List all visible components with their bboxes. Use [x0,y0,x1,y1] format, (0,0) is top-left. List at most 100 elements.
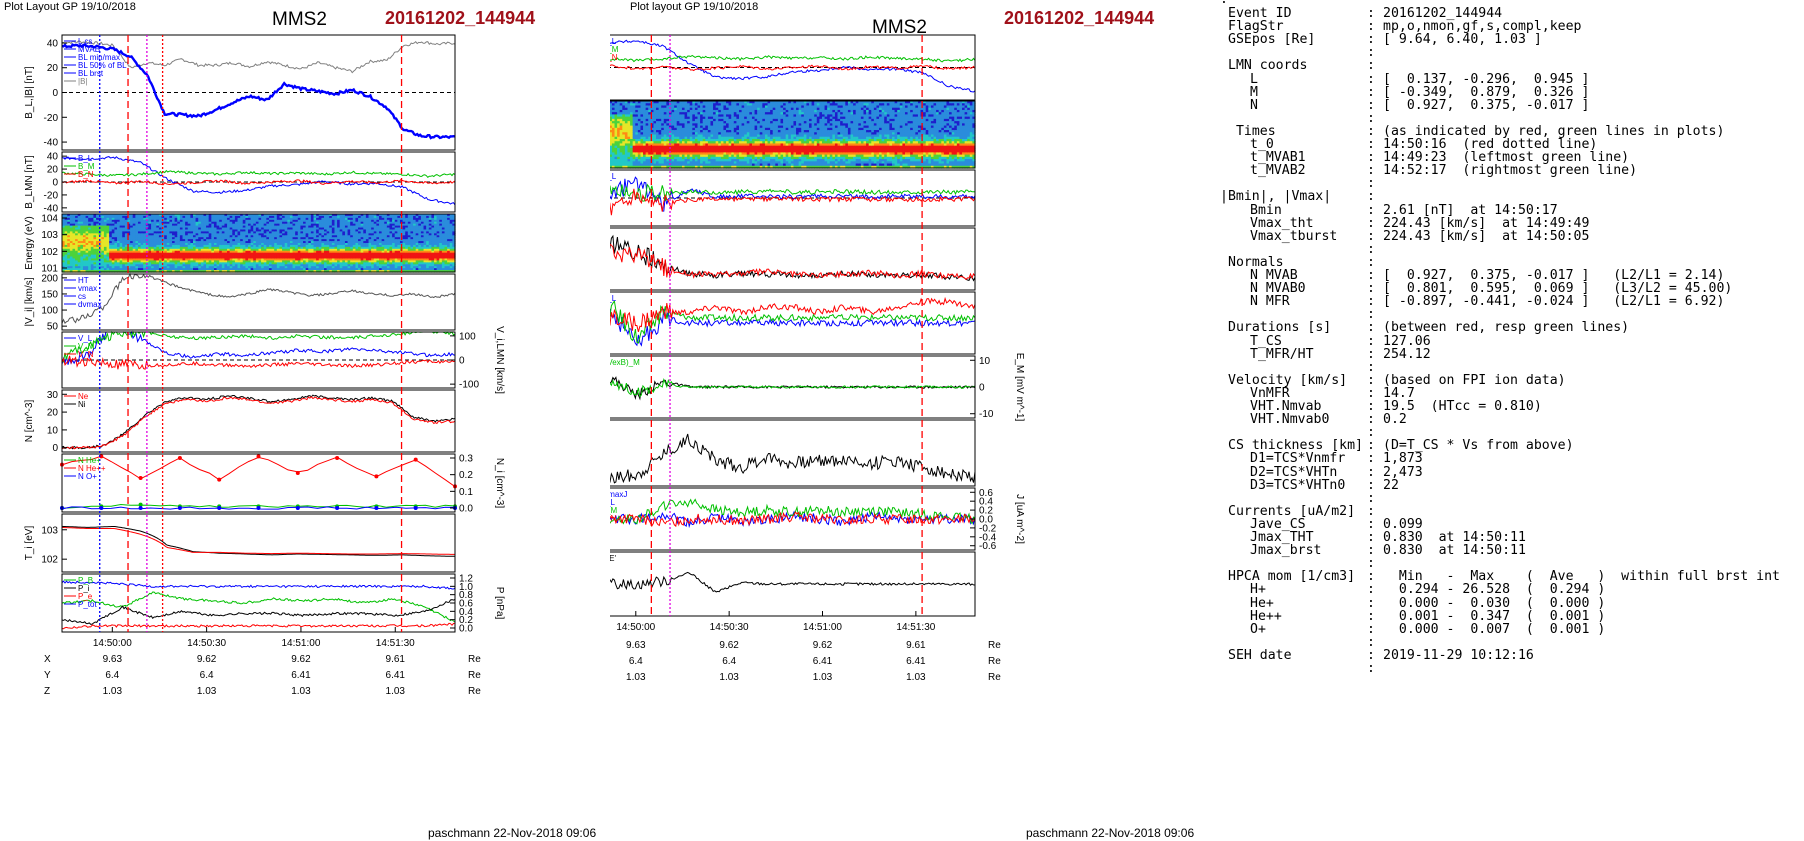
event-title-right: 20161202_144944 [1004,8,1155,28]
spectrogram-cell [69,221,74,225]
spectrogram-cell [255,260,260,263]
spectrogram-cell [384,246,388,250]
spectrogram-cell [98,256,102,260]
spectrogram-cell [119,252,123,256]
spectrogram-cell [109,231,113,234]
spectrogram-cell [413,221,417,225]
spectrogram-cell [402,260,406,263]
spectrogram-cell [420,229,425,232]
spectrogram-cell [145,264,150,267]
spectrogram-cell [90,246,95,250]
spectrogram-cell [111,235,115,238]
spectrogram-cell [67,227,71,231]
spectrogram-cell [119,217,123,221]
spectrogram-cell [324,246,328,250]
spectrogram-cell [234,231,239,234]
spectrogram-cell [219,239,223,242]
spectrogram-cell [232,254,236,258]
spectrogram-cell [177,264,181,267]
spectrogram-cell [208,243,212,246]
spectrogram-cell [109,248,113,252]
spectrogram-cell [216,252,220,256]
spectrogram-cell [114,221,118,225]
spectrogram-cell [62,243,66,246]
spectrogram-cell [410,270,414,273]
spectrogram-cell [122,227,126,231]
spectrogram-cell [271,258,275,261]
spectrogram-cell [255,217,260,221]
spectrogram-cell [418,227,422,231]
spectrogram-cell [208,241,212,244]
spectrogram-cell [331,258,336,261]
spectrogram-cell [289,258,294,261]
spectrogram-cell [190,268,194,271]
spectrogram-cell [240,268,244,271]
spectrogram-cell [240,260,244,263]
spectrogram-cell [62,237,66,240]
data-point [295,506,300,510]
spectrogram-cell [101,225,105,229]
spectrogram-cell [358,270,362,273]
spectrogram-cell [394,243,398,246]
spectrogram-cell [428,235,433,238]
spectrogram-cell [85,254,89,258]
spectrogram-cell [300,254,304,258]
spectrogram-cell [85,270,89,273]
spectrogram-cell [274,250,278,254]
spectrogram-cell [266,264,270,267]
spectrogram-cell [82,250,87,254]
spectrogram-cell [373,233,377,236]
spectrogram-cell [258,237,262,240]
spectrogram-cell [224,241,228,244]
spectrogram-cell [334,264,338,267]
spectrogram-cell [297,270,302,273]
spectrogram-cell [316,244,320,248]
spectrogram-cell [418,264,422,267]
spectrogram-cell [161,219,165,223]
spectrogram-cell [237,235,241,238]
spectrogram-cell [156,215,160,219]
spectrogram-cell [106,219,110,223]
spectrogram-cell [103,215,108,219]
spectrogram-cell [174,223,178,227]
spectrogram-cell [137,246,142,250]
spectrogram-cell [77,270,81,273]
spectrogram-cell [261,270,265,273]
spectrogram-cell [187,227,191,231]
spectrogram-cell [376,225,380,229]
spectrogram-cell [164,264,168,267]
spectrogram-cell [240,241,244,244]
spectrogram-cell [135,219,139,223]
spectrogram-cell [250,229,254,232]
panel-frame [610,34,976,101]
spectrogram-cell [130,246,134,250]
spectrogram-cell [402,229,406,232]
spectrogram-cell [208,229,212,232]
spectrogram-cell [339,221,343,225]
spectrogram-cell [310,268,315,271]
spectrogram-cell [308,248,312,252]
spectrogram-cell [158,217,163,221]
spectrogram-cell [75,227,79,231]
spectrogram-cell [253,258,257,261]
spectrogram-cell [255,246,260,250]
spectrogram-cell [266,233,270,236]
spectrogram-cell [313,219,317,223]
spectrogram-cell [75,262,79,265]
spectrogram-cell [216,241,220,244]
spectrogram-cell [143,231,147,234]
spectrogram-cell [103,244,108,248]
spectrogram-cell [151,264,155,267]
spectrogram-cell [407,239,412,242]
spectrogram-cell [289,215,294,219]
spectrogram-cell [119,235,123,238]
spectrogram-cell [392,256,396,260]
spectrogram-cell [373,225,377,229]
spectrogram-cell [177,246,181,250]
spectrogram-cell [289,264,294,267]
spectrogram-cell [379,262,383,265]
spectrogram-cell [344,254,349,258]
spectrogram-cell [399,219,404,223]
spectrogram-cell [447,229,451,232]
spectrogram-cell [300,215,304,219]
